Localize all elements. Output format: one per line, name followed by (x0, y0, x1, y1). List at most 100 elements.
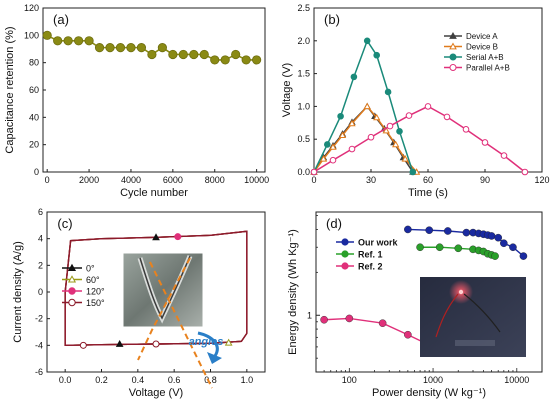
series-line (313, 105, 526, 173)
series-point (338, 131, 347, 139)
x-axis-label: Voltage (V) (129, 387, 183, 399)
y-tick-label: 4 (38, 234, 43, 244)
legend-marker (449, 31, 457, 39)
ragone-point (491, 252, 499, 260)
series-point (363, 37, 371, 45)
series-point (329, 143, 337, 150)
x-tick-label: 6000 (163, 175, 183, 185)
retention-point (53, 36, 63, 46)
y-tick-label: 1.5 (297, 69, 310, 79)
ragone-point (519, 252, 528, 260)
cv-marker (115, 339, 124, 347)
x-tick-label: 0.2 (95, 375, 108, 385)
retention-point (178, 49, 188, 60)
x-axis-label: Power density (W kg⁻¹) (372, 387, 486, 399)
x-tick-label: 0.4 (132, 375, 145, 385)
ragone-point (378, 319, 387, 327)
x-tick-label: 1.0 (241, 375, 254, 385)
series-point (337, 112, 344, 120)
cv-marker (152, 340, 160, 348)
retention-point (157, 43, 167, 53)
legend-marker (68, 287, 76, 295)
series-point (324, 141, 331, 148)
x-tick-label: 0 (311, 175, 316, 185)
panel-label: (c) (57, 216, 72, 231)
retention-point (147, 49, 157, 60)
plot-frame (42, 7, 266, 173)
retention-point (94, 43, 105, 53)
ragone-point (494, 233, 503, 242)
retention-point (231, 49, 241, 60)
x-tick-label: 0.6 (168, 375, 181, 385)
legend-label: Our work (358, 238, 399, 248)
y-tick-label: 0.5 (297, 134, 310, 144)
y-tick-label: -2 (35, 314, 43, 324)
y-tick-label: 2 (38, 260, 43, 270)
legend-label: 60° (86, 275, 100, 285)
cv-marker (152, 233, 160, 241)
retention-point (220, 55, 230, 65)
x-tick-label: 4000 (121, 175, 141, 185)
series-point (363, 102, 371, 110)
panel-a: 0 2000 4000 6000 8000 10000 0 20 40 60 80 100 120 Cyc… (4, 3, 269, 199)
x-tick-label: 30 (366, 175, 376, 185)
retention-point (126, 43, 136, 53)
ragone-point (462, 228, 471, 237)
cv-marker (79, 341, 87, 349)
panel-label: (d) (326, 216, 342, 231)
legend-marker (449, 42, 457, 50)
series-point (348, 119, 356, 127)
y-tick-label: 1.0 (297, 101, 310, 111)
retention-point (74, 36, 84, 46)
retention-point (252, 55, 262, 65)
retention-point (115, 43, 126, 53)
series-point (521, 168, 529, 176)
x-tick-label: 0.8 (204, 375, 217, 385)
angle-guide-line-left (149, 261, 213, 389)
series-point (392, 140, 400, 148)
retention-point (168, 49, 178, 60)
y-tick-label: 60 (29, 85, 39, 95)
ragone-point (425, 226, 434, 235)
legend-marker (341, 262, 349, 270)
legend-marker (68, 298, 76, 307)
series-point (329, 156, 337, 164)
x-axis-label: Cycle number (120, 187, 188, 199)
x-tick-label: 100 (342, 375, 357, 385)
y-tick-label: 2.0 (297, 36, 310, 46)
plot-frame (313, 7, 543, 173)
legend-marker (67, 263, 77, 272)
series-point (500, 152, 508, 159)
series-point (319, 155, 328, 162)
retention-point (84, 36, 94, 46)
arrowhead-icon (207, 352, 222, 364)
legend-label: Device B (466, 43, 498, 52)
series-point (409, 168, 417, 176)
ragone-point (509, 243, 517, 252)
y-tick-label: 0.0 (297, 167, 310, 177)
series-point (462, 126, 470, 133)
series-point (373, 51, 381, 59)
x-tick-label: 90 (480, 175, 490, 185)
y-tick-label: -6 (35, 367, 43, 377)
y-tick-label: 6 (38, 207, 43, 217)
series-point (405, 112, 413, 119)
retention-point (199, 49, 209, 60)
panel-c: 0.0 0.2 0.4 0.6 0.8 1.0 -6 -4 -2 0 2 4 6 Voltage (V) C… (12, 207, 266, 399)
legend-label: Ref. 2 (358, 262, 383, 272)
cv-marker (224, 338, 233, 346)
series-point (382, 126, 390, 134)
legend-marker (449, 53, 457, 61)
ragone-point (500, 239, 508, 248)
series-point (481, 139, 489, 146)
panel-b: 0 30 60 90 120 0.0 0.5 1.0 1.5 2.0 2.5 Time (s) Volt… (281, 3, 550, 199)
ragone-point (444, 227, 452, 235)
series-point (384, 88, 392, 96)
series-point (348, 145, 356, 153)
legend-label: 0° (86, 264, 95, 274)
y-axis-label: Capacitance retention (%) (4, 26, 16, 153)
y-tick-label: -4 (35, 340, 43, 350)
series-point (386, 122, 394, 130)
x-tick-label: 10000 (244, 175, 269, 185)
